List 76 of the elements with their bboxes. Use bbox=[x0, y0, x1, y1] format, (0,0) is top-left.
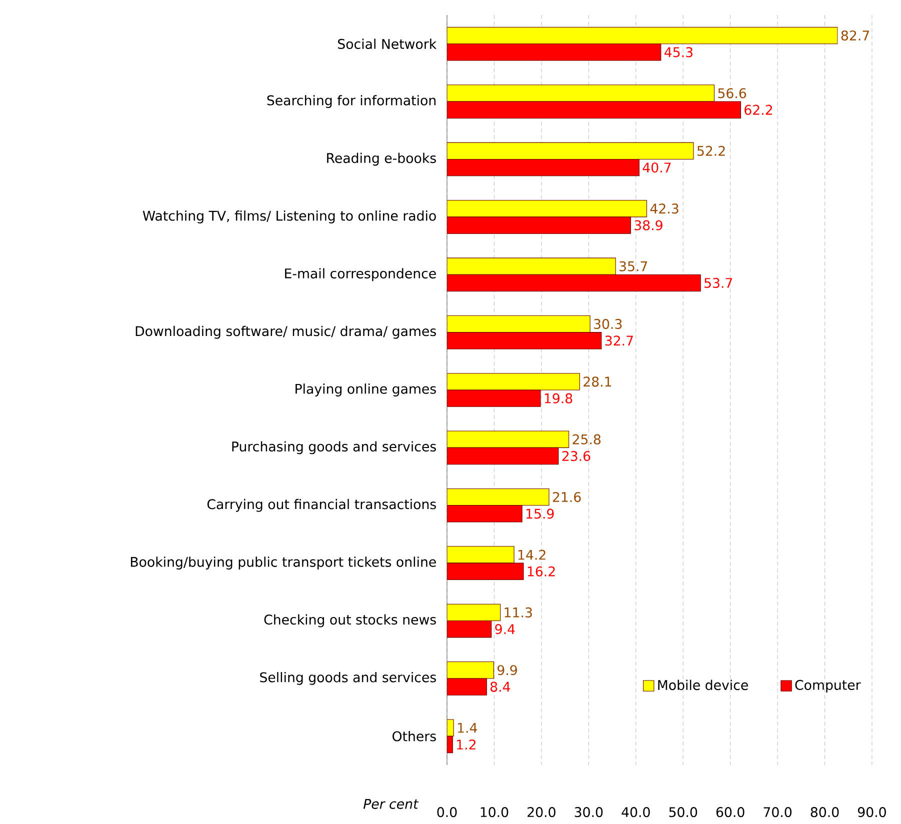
bar bbox=[447, 274, 701, 292]
data-label: 42.3 bbox=[650, 204, 678, 214]
bar bbox=[447, 84, 715, 102]
y-tick-label: Downloading software/ music/ drama/ games bbox=[136, 326, 436, 339]
x-tick-label: 60.0 bbox=[716, 807, 744, 818]
data-label: 23.6 bbox=[562, 450, 590, 462]
data-label: 9.9 bbox=[498, 665, 517, 676]
y-tick-label: Booking/buying public transport tickets online bbox=[130, 556, 436, 570]
bar bbox=[447, 200, 648, 218]
x-tick-label: 90.0 bbox=[858, 807, 886, 818]
x-tick-label: 30.0 bbox=[574, 807, 603, 818]
x-axis-title: Per cent bbox=[363, 799, 419, 809]
data-label: 28.1 bbox=[584, 376, 612, 387]
data-label: 1.4 bbox=[458, 722, 477, 733]
y-tick-label: Searching for information bbox=[267, 95, 436, 108]
y-tick-label: Playing online games bbox=[296, 384, 436, 396]
bar bbox=[447, 315, 590, 333]
bar bbox=[447, 620, 492, 638]
bar bbox=[447, 678, 487, 696]
data-label: 21.6 bbox=[552, 492, 581, 502]
x-tick-label: 80.0 bbox=[810, 807, 839, 818]
x-tick-label: 0.0 bbox=[437, 807, 457, 818]
data-label: 30.3 bbox=[594, 318, 622, 330]
bar bbox=[447, 26, 838, 44]
data-label: 15.9 bbox=[526, 508, 554, 519]
bar bbox=[447, 101, 741, 118]
y-tick-label: Social Network bbox=[338, 38, 437, 50]
data-label: 56.6 bbox=[718, 88, 746, 98]
x-tick-label: 10.0 bbox=[480, 807, 508, 818]
data-label: 16.2 bbox=[528, 566, 555, 576]
data-label: 11.3 bbox=[504, 607, 532, 618]
x-tick-label: 20.0 bbox=[528, 807, 556, 818]
y-tick-label: Purchasing goods and services bbox=[232, 441, 436, 454]
data-label: 82.7 bbox=[841, 30, 869, 41]
data-label: 45.3 bbox=[664, 47, 692, 58]
x-tick-label: 50.0 bbox=[669, 807, 698, 818]
bar bbox=[447, 562, 524, 580]
bar bbox=[447, 430, 570, 448]
bar bbox=[447, 390, 541, 407]
bar bbox=[447, 142, 694, 160]
x-tick-label: 40.0 bbox=[622, 807, 650, 818]
y-tick-label: Checking out stocks news bbox=[264, 614, 436, 628]
y-tick-label: E-mail correspondence bbox=[285, 268, 436, 282]
legend-label: Computer bbox=[795, 680, 861, 693]
data-label: 35.7 bbox=[620, 261, 648, 272]
y-tick-label: Selling goods and services bbox=[260, 672, 436, 685]
bar bbox=[447, 216, 631, 234]
bar bbox=[447, 158, 640, 176]
data-label: 38.9 bbox=[634, 220, 662, 230]
data-label: 32.7 bbox=[605, 336, 633, 346]
y-tick-label: Carrying out financial transactions bbox=[207, 498, 436, 512]
bar bbox=[447, 604, 501, 622]
y-tick-label: Watching TV, films/ Listening to online radio bbox=[142, 210, 436, 224]
bar bbox=[447, 447, 559, 465]
legend-label: Mobile device bbox=[658, 680, 748, 690]
data-label: 25.8 bbox=[572, 434, 601, 444]
bar bbox=[447, 662, 494, 679]
bar bbox=[447, 258, 616, 275]
bar bbox=[447, 546, 514, 564]
data-label: 8.4 bbox=[490, 682, 510, 692]
bar bbox=[447, 332, 602, 350]
data-label: 52.2 bbox=[697, 146, 725, 156]
x-tick-label: 70.0 bbox=[764, 807, 792, 818]
bar bbox=[447, 505, 522, 522]
data-label: 53.7 bbox=[704, 278, 732, 288]
bar bbox=[447, 44, 662, 61]
data-label: 1.2 bbox=[457, 740, 476, 750]
data-label: 14.2 bbox=[518, 550, 546, 560]
data-label: 9.4 bbox=[495, 624, 515, 634]
bar bbox=[447, 373, 580, 390]
y-tick-label: Others bbox=[392, 730, 436, 742]
bar bbox=[447, 488, 550, 506]
data-label: 19.8 bbox=[544, 393, 572, 404]
data-label: 40.7 bbox=[642, 162, 671, 173]
y-tick-label: Reading e-books bbox=[327, 152, 436, 166]
data-label: 62.2 bbox=[744, 104, 772, 115]
